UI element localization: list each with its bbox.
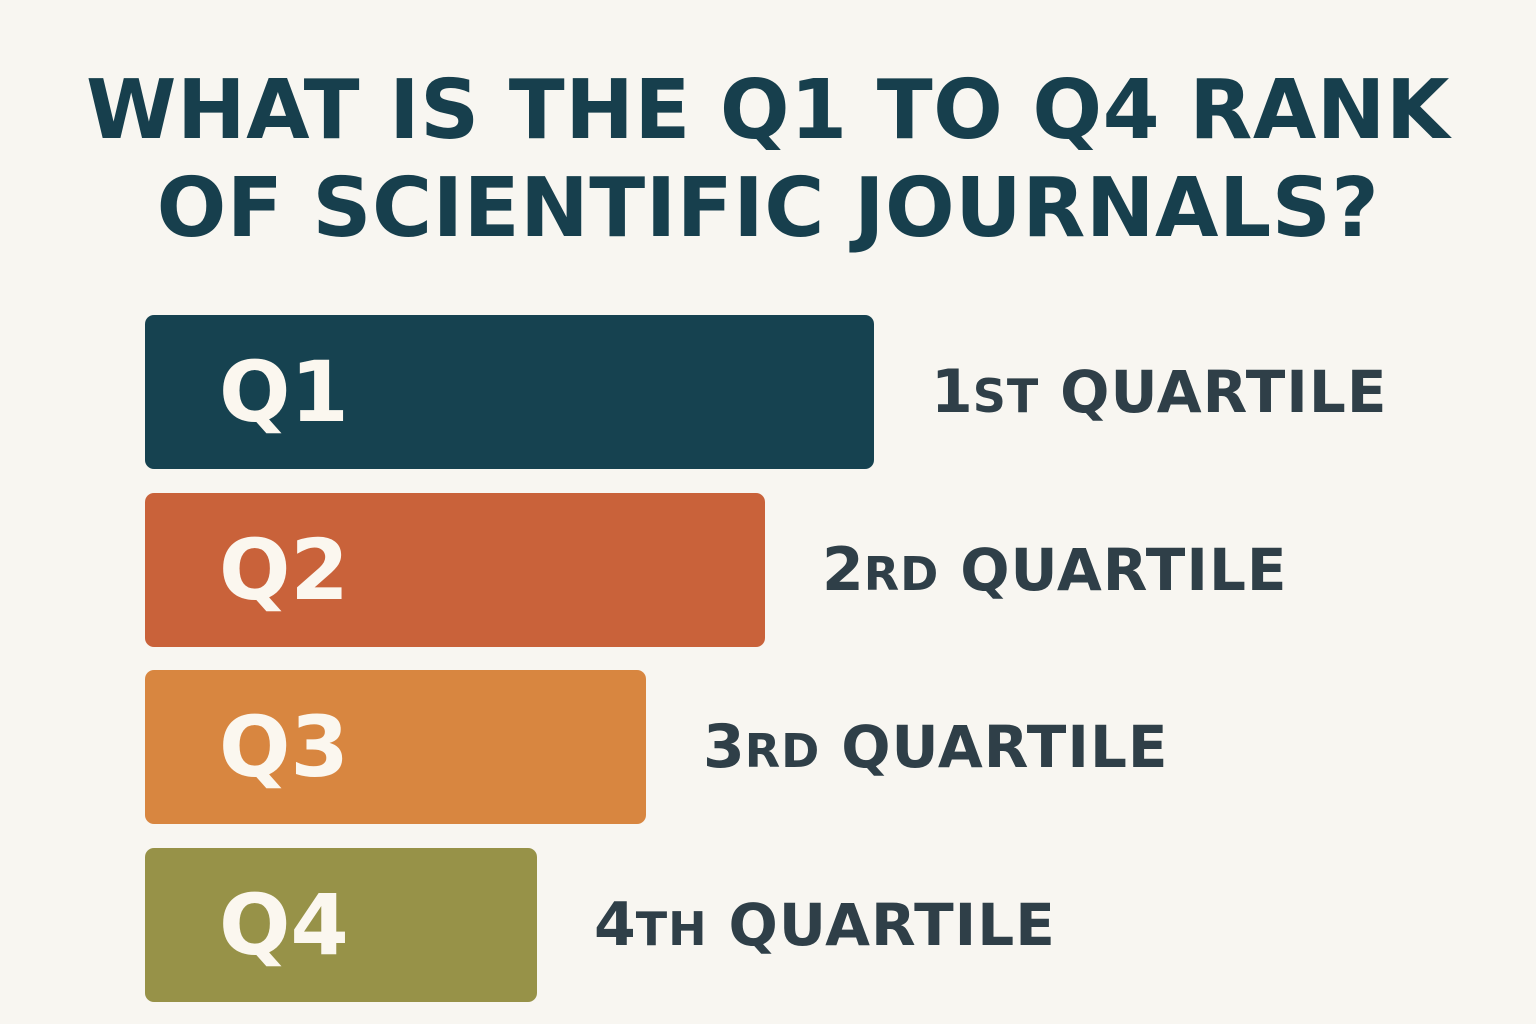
quartile-bar-label: Q4 bbox=[219, 876, 349, 974]
quartile-ordinal-suffix: RD bbox=[863, 547, 940, 601]
title-line-1: WHAT IS THE Q1 TO Q4 RANK bbox=[86, 63, 1450, 158]
quartile-word: QUARTILE bbox=[960, 536, 1288, 604]
quartile-bar-label: Q1 bbox=[219, 343, 349, 441]
quartile-caption: 3RD QUARTILE bbox=[703, 670, 1169, 824]
quartile-bar bbox=[145, 670, 646, 824]
quartile-word: QUARTILE bbox=[1060, 358, 1388, 426]
quartile-caption: 4TH QUARTILE bbox=[594, 848, 1056, 1002]
page-title: WHAT IS THE Q1 TO Q4 RANK OF SCIENTIFIC … bbox=[0, 62, 1536, 258]
quartile-word: QUARTILE bbox=[728, 891, 1056, 959]
quartile-ordinal-suffix: RD bbox=[744, 724, 821, 778]
quartile-bar bbox=[145, 848, 537, 1002]
quartile-bar-label: Q3 bbox=[219, 698, 349, 796]
quartile-number: 1 bbox=[931, 357, 973, 427]
quartile-number: 3 bbox=[703, 712, 745, 782]
quartile-word: QUARTILE bbox=[841, 713, 1169, 781]
quartile-ordinal-suffix: ST bbox=[972, 369, 1040, 423]
quartile-number: 2 bbox=[822, 535, 864, 605]
quartile-ordinal-suffix: TH bbox=[635, 902, 708, 956]
quartile-number: 4 bbox=[594, 890, 636, 960]
quartile-bar-label: Q2 bbox=[219, 521, 349, 619]
quartile-bar bbox=[145, 315, 874, 469]
quartile-bar bbox=[145, 493, 765, 647]
title-line-2: OF SCIENTIFIC JOURNALS? bbox=[156, 161, 1380, 256]
quartile-caption: 2RD QUARTILE bbox=[822, 493, 1288, 647]
quartile-caption: 1ST QUARTILE bbox=[931, 315, 1387, 469]
